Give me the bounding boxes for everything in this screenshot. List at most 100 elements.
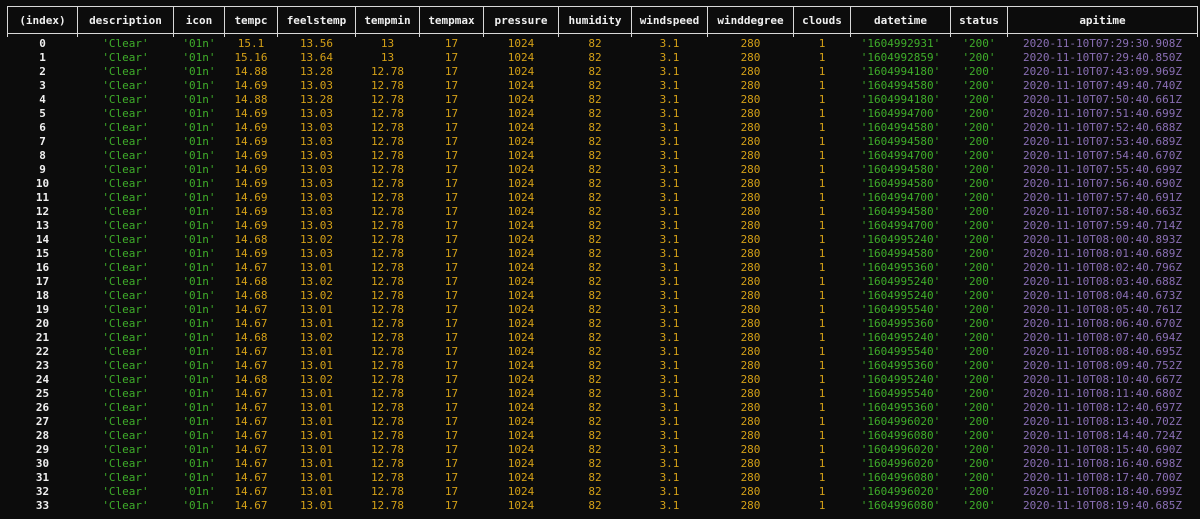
table-cell-datetime: '1604995360' <box>860 401 941 414</box>
table-cell-tempmax: 17 <box>444 79 459 92</box>
table-cell-tempc: 14.67 <box>234 471 268 484</box>
table-row: 8 'Clear' '01n' 14.69 13.03 12.78 17 1024 82 3.1 2… <box>8 149 1198 163</box>
table-cell-datetime: '1604994580' <box>860 121 941 134</box>
table-cell-status: '200' <box>962 373 996 386</box>
table-cell-humidity: 82 <box>588 401 602 414</box>
table-cell-feelstemp: 13.03 <box>299 191 334 204</box>
table-cell-status: '200' <box>962 345 996 358</box>
table-cell-clouds: 1 <box>818 387 826 400</box>
table-cell-humidity: 82 <box>588 93 602 106</box>
table-cell-clouds: 1 <box>818 457 826 470</box>
table-cell-feelstemp: 13.03 <box>299 135 334 148</box>
table-cell-feelstemp: 13.01 <box>299 429 334 442</box>
column-header: tempc <box>224 6 278 34</box>
table-cell-pressure: 1024 <box>507 79 535 92</box>
table-cell-datetime: '1604995240' <box>860 289 941 302</box>
table-cell-description: 'Clear' <box>102 359 149 372</box>
table-cell-tempmin: 12.78 <box>370 485 405 498</box>
table-row: 22 'Clear' '01n' 14.67 13.01 12.78 17 1024 82 3.1… <box>8 345 1198 359</box>
table-cell-clouds: 1 <box>818 359 826 372</box>
table-cell-datetime: '1604994700' <box>860 149 941 162</box>
table-cell-pressure: 1024 <box>507 317 535 330</box>
table-cell-apitime: 2020-11-10T08:05:40.761Z <box>1023 303 1182 316</box>
table-cell-pressure: 1024 <box>507 205 535 218</box>
table-cell-icon: '01n' <box>182 177 216 190</box>
table-cell-clouds: 1 <box>818 499 826 512</box>
table-cell-tempmax: 17 <box>444 219 459 232</box>
table-cell-status: '200' <box>962 51 996 64</box>
table-cell-tempc: 14.67 <box>234 303 268 316</box>
table-cell-icon: '01n' <box>182 289 216 302</box>
table-cell-index: 10 <box>35 177 50 190</box>
table-cell-apitime: 2020-11-10T08:12:40.697Z <box>1023 401 1182 414</box>
table-cell-windspeed: 3.1 <box>659 149 680 162</box>
table-cell-pressure: 1024 <box>507 51 535 64</box>
table-cell-status: '200' <box>962 387 996 400</box>
table-cell-windspeed: 3.1 <box>659 401 680 414</box>
table-cell-apitime: 2020-11-10T08:18:40.699Z <box>1023 485 1182 498</box>
table-cell-tempc: 14.67 <box>234 401 268 414</box>
table-cell-icon: '01n' <box>182 443 216 456</box>
table-cell-tempmax: 17 <box>444 93 459 106</box>
table-cell-tempmax: 17 <box>444 387 459 400</box>
table-cell-tempmin: 12.78 <box>370 275 405 288</box>
table-cell-datetime: '1604992859' <box>860 51 941 64</box>
table-cell-icon: '01n' <box>182 37 216 50</box>
table-cell-feelstemp: 13.03 <box>299 247 334 260</box>
table-cell-description: 'Clear' <box>102 93 149 106</box>
table-cell-description: 'Clear' <box>102 289 149 302</box>
table-cell-pressure: 1024 <box>507 443 535 456</box>
table-cell-winddegree: 280 <box>740 429 761 442</box>
table-cell-windspeed: 3.1 <box>659 135 680 148</box>
table-cell-tempmin: 12.78 <box>370 289 405 302</box>
table-cell-winddegree: 280 <box>740 387 761 400</box>
table-cell-description: 'Clear' <box>102 233 149 246</box>
table-cell-icon: '01n' <box>182 219 216 232</box>
table-cell-tempmax: 17 <box>444 261 459 274</box>
table-row: 4 'Clear' '01n' 14.88 13.28 12.78 17 1024 82 3.1 2… <box>8 93 1198 107</box>
table-cell-clouds: 1 <box>818 261 826 274</box>
table-cell-feelstemp: 13.03 <box>299 163 334 176</box>
table-cell-tempmax: 17 <box>444 373 459 386</box>
table-cell-icon: '01n' <box>182 107 216 120</box>
table-cell-index: 21 <box>35 331 50 344</box>
table-row: 13 'Clear' '01n' 14.69 13.03 12.78 17 1024 82 3.1… <box>8 219 1198 233</box>
table-cell-feelstemp: 13.01 <box>299 345 334 358</box>
table-cell-tempc: 14.67 <box>234 261 268 274</box>
table-cell-description: 'Clear' <box>102 191 149 204</box>
table-cell-tempmin: 12.78 <box>370 317 405 330</box>
table-cell-windspeed: 3.1 <box>659 471 680 484</box>
table-cell-apitime: 2020-11-10T07:51:40.699Z <box>1023 107 1182 120</box>
table-cell-humidity: 82 <box>588 233 602 246</box>
table-cell-status: '200' <box>962 163 996 176</box>
table-cell-pressure: 1024 <box>507 261 535 274</box>
column-header: clouds <box>793 6 851 34</box>
table-cell-humidity: 82 <box>588 149 602 162</box>
table-cell-pressure: 1024 <box>507 93 535 106</box>
table-cell-humidity: 82 <box>588 275 602 288</box>
table-cell-index: 30 <box>35 457 50 470</box>
table-cell-index: 12 <box>35 205 50 218</box>
table-cell-humidity: 82 <box>588 387 602 400</box>
table-cell-windspeed: 3.1 <box>659 219 680 232</box>
table-row: 10 'Clear' '01n' 14.69 13.03 12.78 17 1024 82 3.1… <box>8 177 1198 191</box>
table-cell-icon: '01n' <box>182 457 216 470</box>
table-cell-description: 'Clear' <box>102 275 149 288</box>
table-cell-windspeed: 3.1 <box>659 303 680 316</box>
table-cell-index: 17 <box>35 275 50 288</box>
table-cell-description: 'Clear' <box>102 443 149 456</box>
table-cell-datetime: '1604994180' <box>860 93 941 106</box>
table-row: 1 'Clear' '01n' 15.16 13.64 13 17 1024 82 3.1 280 1… <box>8 51 1198 65</box>
table-cell-status: '200' <box>962 191 996 204</box>
table-cell-index: 27 <box>35 415 50 428</box>
table-row: 32 'Clear' '01n' 14.67 13.01 12.78 17 1024 82 3.1… <box>8 485 1198 499</box>
table-cell-winddegree: 280 <box>740 485 761 498</box>
table-cell-status: '200' <box>962 443 996 456</box>
table-cell-feelstemp: 13.01 <box>299 415 334 428</box>
table-cell-windspeed: 3.1 <box>659 51 680 64</box>
table-cell-humidity: 82 <box>588 359 602 372</box>
table-cell-apitime: 2020-11-10T07:29:40.850Z <box>1023 51 1182 64</box>
table-row: 28 'Clear' '01n' 14.67 13.01 12.78 17 1024 82 3.1… <box>8 429 1198 443</box>
table-cell-clouds: 1 <box>818 233 826 246</box>
